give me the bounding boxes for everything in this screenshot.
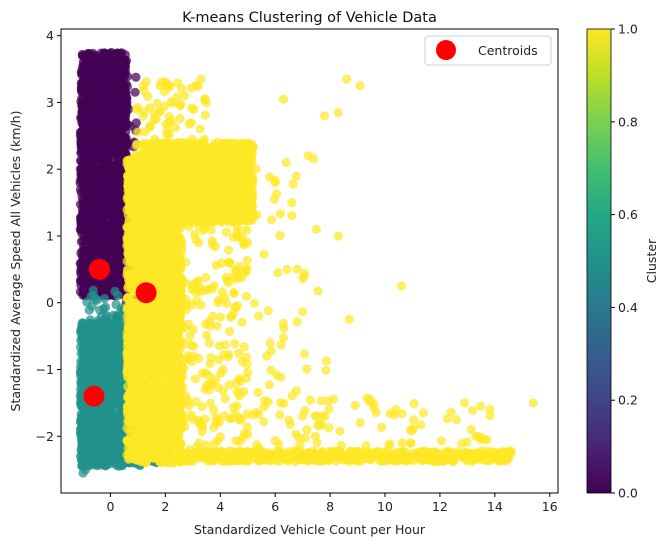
data-point [111,299,121,310]
data-point [93,197,103,207]
data-point [114,198,124,208]
points-layer [75,47,538,478]
data-point [103,407,113,417]
data-point [83,414,93,424]
data-point [83,145,93,155]
data-point [85,248,95,259]
data-point [114,265,125,275]
data-point [122,97,132,107]
data-point [114,96,124,106]
data-point [99,416,109,426]
data-point [78,51,88,61]
data-point [100,163,110,173]
data-point [111,311,121,321]
data-point [116,86,126,96]
data-point [108,424,119,434]
data-point [95,340,105,351]
data-point [110,389,120,399]
data-point [110,207,120,217]
data-point [92,77,102,87]
data-point [81,465,91,475]
data-point [113,114,124,124]
data-point [79,164,89,174]
cluster-2-points [122,74,538,468]
data-point [130,87,140,97]
data-point [104,318,114,328]
data-point [87,430,97,440]
data-point [80,280,90,290]
data-point [75,127,85,137]
data-point [98,155,108,165]
data-point [101,375,111,385]
data-point [108,84,118,94]
data-point [103,181,113,191]
data-point [79,177,89,187]
data-point [80,360,90,370]
data-point [103,278,113,288]
data-point [111,337,122,347]
data-point [78,287,88,297]
data-point [110,286,120,296]
data-point [79,75,89,85]
data-point [79,184,90,194]
data-point [100,130,110,140]
data-point [85,113,95,123]
data-point [85,315,95,325]
data-point [109,54,119,64]
data-point [131,72,141,82]
data-point [119,137,129,148]
data-point [99,251,109,261]
data-point [110,452,120,462]
data-point [81,324,91,334]
data-point [85,225,95,235]
data-point [79,241,89,251]
data-point [99,294,110,304]
data-point [107,219,117,229]
data-point [112,176,122,186]
data-point [93,369,103,379]
data-point [89,441,99,451]
data-point [88,166,98,176]
chart-title: K-means Clustering of Vehicle Data [182,10,437,26]
data-point [76,219,86,229]
data-point [115,232,125,242]
data-point [115,158,125,168]
data-point [83,64,94,74]
data-point [107,160,117,170]
data-point [81,260,92,270]
data-point [106,226,116,237]
data-point [96,241,106,251]
data-point [99,207,109,217]
plot-area [75,47,538,478]
data-point [76,84,87,94]
data-point [81,234,92,244]
data-point [116,71,126,81]
data-point [131,118,141,128]
data-point [89,186,99,196]
data-point [110,345,120,355]
data-point [89,291,99,301]
data-point [112,370,122,380]
data-point [97,111,107,121]
data-point [95,305,105,315]
data-point [94,221,104,232]
data-point [81,337,91,347]
data-point [106,64,116,74]
data-point [82,202,93,212]
data-point [112,146,122,156]
data-point [116,104,126,114]
data-point [76,379,86,389]
data-point [111,245,122,255]
data-point [87,453,97,463]
data-point [99,449,109,459]
data-point [84,211,94,221]
data-point [81,345,91,355]
data-point [111,460,121,470]
data-point [108,271,119,281]
data-point [118,56,128,66]
data-point [84,101,94,111]
data-point [111,356,121,366]
data-point [101,137,111,147]
